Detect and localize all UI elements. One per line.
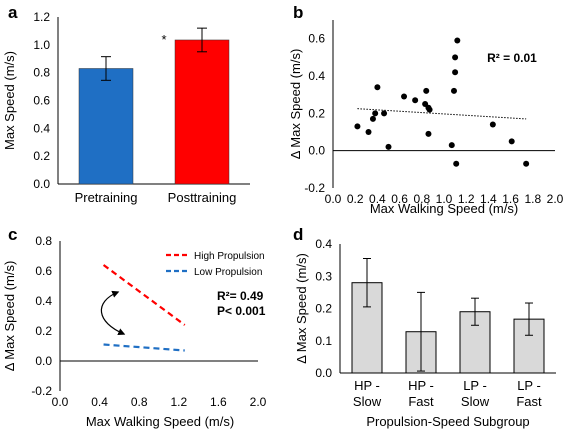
panel-label-a: a [8, 3, 18, 22]
x-tick-label: 2.0 [547, 192, 564, 206]
panel-a: a 0.0 0.2 0.4 0.6 0.8 1.0 1.2 Pretraining Posttra… [2, 3, 250, 205]
x-tick-label: 0.0 [325, 192, 342, 206]
y-axis-title: Max Speed (m/s) [2, 51, 17, 150]
y-axis-title: Δ Max Speed (m/s) [294, 253, 309, 364]
x-tick-label: 0.2 [347, 192, 364, 206]
scatter-point [354, 123, 361, 130]
scatter-point [423, 87, 430, 94]
x-category-label-line2: Fast [408, 394, 434, 409]
scatter-point [523, 160, 530, 167]
y-tick-label: 0.2 [35, 324, 52, 338]
bar [78, 68, 134, 185]
series-line-low-propulsion [103, 343, 185, 352]
y-tick-label: -0.2 [304, 181, 325, 195]
y-tick-label: 0.8 [33, 66, 50, 80]
panel-b: b-0.20.00.20.40.60.0 0.2 0.4 0.6 0.8 1.0 1.2 1.… [288, 3, 564, 216]
x-tick-label: 1.0 [436, 192, 453, 206]
y-tick-label: 0.6 [308, 32, 325, 46]
y-tick-label: 1.2 [33, 10, 50, 24]
y-tick-label: 0.0 [308, 144, 325, 158]
x-tick-label: 1.6 [502, 192, 519, 206]
legend-label: High Propulsion [194, 251, 265, 262]
r-squared-annotation: R²= 0.49 [217, 289, 264, 303]
y-tick-label: 0.2 [33, 149, 50, 163]
scatter-point [425, 130, 432, 137]
x-category-label-line1: HP - [354, 378, 380, 393]
x-tick-label: 0.0 [52, 395, 69, 409]
panel-label-b: b [293, 3, 303, 22]
series-line-high-propulsion [102, 264, 186, 326]
y-tick-label: 0.4 [315, 237, 332, 251]
x-tick-label: 0.4 [369, 192, 386, 206]
panel-label-c: c [8, 225, 17, 244]
scatter-point [448, 142, 455, 149]
scatter-point [365, 129, 372, 135]
y-tick-label: 0.8 [35, 234, 52, 248]
x-category-label-line2: Slow [461, 394, 490, 409]
y-tick-label: 0.4 [308, 69, 325, 83]
y-axis-title: Δ Max Speed (m/s) [288, 49, 303, 160]
x-tick-label: 0.6 [391, 192, 408, 206]
x-category-label-line2: Fast [516, 394, 542, 409]
x-tick-label: 0.8 [131, 395, 148, 409]
scatter-point [452, 54, 459, 61]
panel-label-d: d [293, 225, 303, 244]
y-tick-label: 0.6 [33, 94, 50, 108]
scatter-point [450, 87, 457, 94]
x-axis-title: Propulsion-Speed Subgroup [366, 414, 529, 429]
x-tick-label: 1.8 [524, 192, 541, 206]
curved-double-arrow [100, 290, 126, 336]
scatter-point [453, 160, 460, 167]
y-tick-label: 0.4 [35, 294, 52, 308]
x-tick-label: 1.2 [170, 395, 187, 409]
x-category-label: Posttraining [168, 190, 237, 205]
x-axis-title: Max Walking Speed (m/s) [86, 414, 234, 429]
scatter-point [385, 143, 392, 150]
scatter-point [426, 106, 433, 113]
x-category-label-line2: Slow [353, 394, 382, 409]
y-tick-label: 0.1 [315, 334, 332, 348]
y-tick-label: -0.2 [31, 384, 52, 398]
x-axis-title: Max Walking Speed (m/s) [370, 201, 518, 216]
x-tick-label: 1.4 [480, 192, 497, 206]
x-category-label-line1: LP - [517, 378, 541, 393]
x-tick-label: 0.8 [413, 192, 430, 206]
scatter-point [369, 115, 376, 122]
x-category-label-line1: HP - [408, 378, 434, 393]
r-squared-annotation: R² = 0.01 [487, 51, 537, 65]
scatter-point [374, 84, 381, 91]
y-tick-label: 0.4 [33, 121, 50, 135]
x-tick-label: 2.0 [250, 395, 267, 409]
y-tick-label: 0.2 [308, 106, 325, 120]
y-tick-label: 0.3 [315, 269, 332, 283]
scatter-point [508, 138, 515, 145]
x-tick-label: 0.4 [91, 395, 108, 409]
x-category-label: Pretraining [75, 190, 138, 205]
bar [174, 39, 230, 185]
scatter-point [412, 97, 419, 104]
y-tick-label: 1.0 [33, 38, 50, 52]
y-axis-title: Δ Max Speed (m/s) [2, 261, 17, 372]
y-tick-label: 0.0 [33, 177, 50, 191]
scatter-point [452, 69, 459, 76]
y-tick-label: 0.0 [315, 366, 332, 380]
trendline [357, 108, 527, 120]
scatter-point [381, 110, 388, 117]
x-tick-label: 1.2 [458, 192, 475, 206]
scatter-point [489, 121, 496, 128]
x-tick-label: 1.6 [210, 395, 227, 409]
significance-marker: * [161, 32, 166, 47]
scatter-point [372, 110, 379, 117]
y-tick-label: 0.2 [315, 302, 332, 316]
legend-label: Low Propulsion [194, 267, 262, 278]
panel-c: c-0.20.00.20.40.60.80.0 0.4 0.8 1.2 1.6 2.0Hi… [2, 225, 267, 429]
y-tick-label: 0.0 [35, 354, 52, 368]
y-tick-label: 0.6 [35, 264, 52, 278]
scatter-point [401, 93, 408, 100]
x-category-label-line1: LP - [463, 378, 487, 393]
scatter-point [454, 37, 461, 44]
p-value-annotation: P< 0.001 [217, 304, 266, 318]
